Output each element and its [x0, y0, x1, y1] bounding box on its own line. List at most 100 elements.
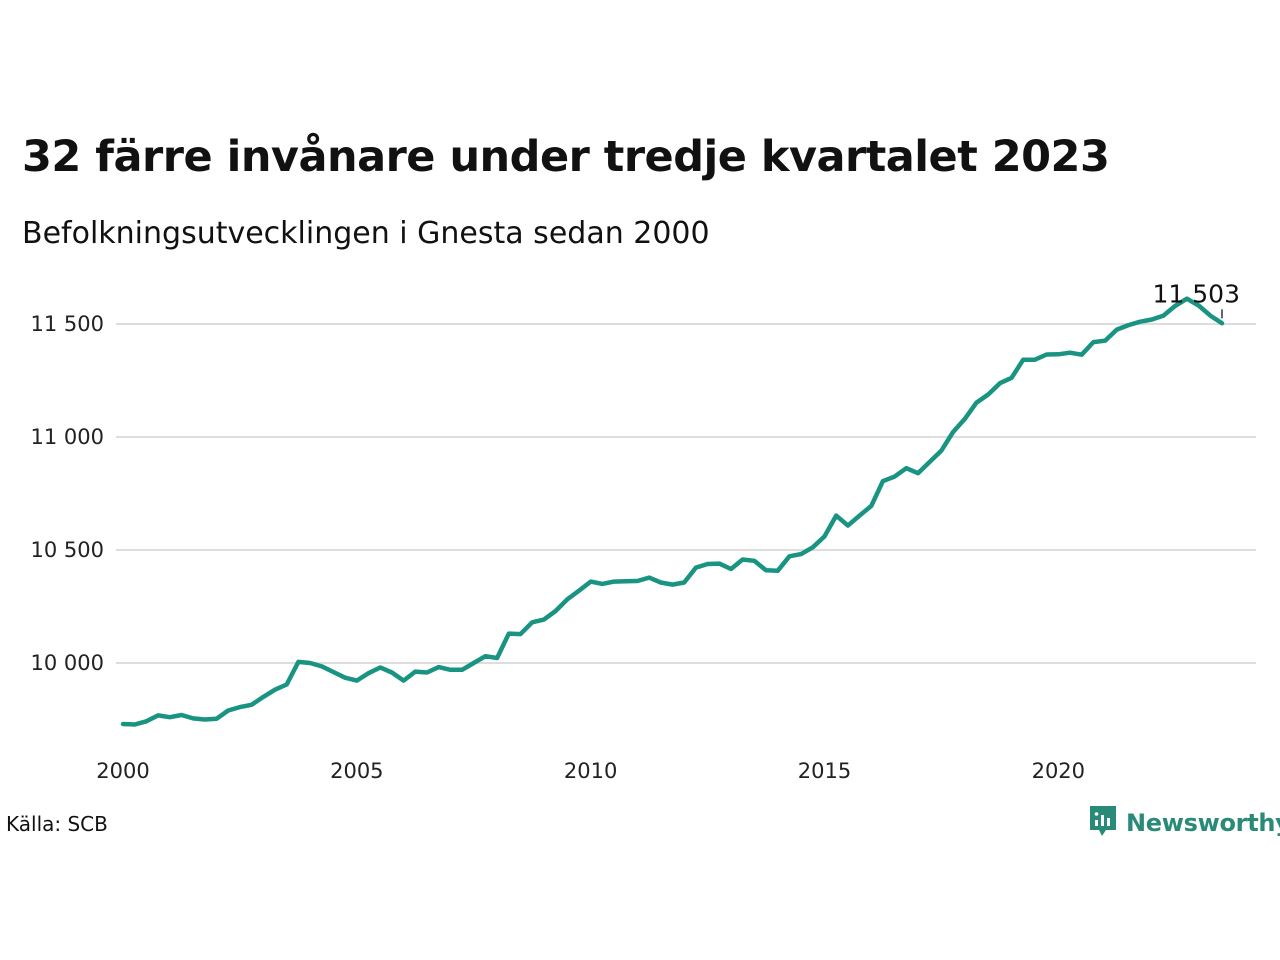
data-point — [869, 504, 873, 508]
y-tick-label: 11 500 — [31, 312, 104, 336]
data-point — [331, 670, 335, 674]
data-point — [507, 631, 511, 635]
data-point — [799, 552, 803, 556]
data-point — [1080, 353, 1084, 357]
data-point — [133, 722, 137, 726]
newsworthy-logo[interactable]: Newsworthy — [1088, 804, 1280, 842]
data-point — [226, 708, 230, 712]
data-point — [437, 665, 441, 669]
data-point — [729, 567, 733, 571]
chart-subtitle: Befolkningsutvecklingen i Gnesta sedan 2… — [22, 216, 710, 251]
data-point — [390, 670, 394, 674]
data-point — [460, 668, 464, 672]
data-point — [366, 671, 370, 675]
data-point — [694, 565, 698, 569]
data-point — [928, 460, 932, 464]
x-tick-label: 2000 — [96, 759, 149, 783]
data-point — [916, 471, 920, 475]
x-tick-label: 2010 — [564, 759, 617, 783]
data-point — [179, 713, 183, 717]
data-point — [764, 568, 768, 572]
data-point — [355, 678, 359, 682]
data-point — [121, 722, 125, 726]
data-point — [974, 400, 978, 404]
data-point — [203, 717, 207, 721]
data-point — [285, 682, 289, 686]
data-point — [740, 557, 744, 561]
data-point — [273, 688, 277, 692]
data-point — [448, 668, 452, 672]
data-point — [892, 474, 896, 478]
newsworthy-logo-text: Newsworthy — [1126, 809, 1280, 837]
data-point — [822, 534, 826, 538]
data-point — [1115, 327, 1119, 331]
data-point — [320, 664, 324, 668]
data-point — [939, 448, 943, 452]
data-point — [168, 715, 172, 719]
data-point — [776, 569, 780, 573]
data-point — [787, 554, 791, 558]
data-point — [589, 579, 593, 583]
data-point — [1208, 313, 1212, 317]
data-point — [717, 561, 721, 565]
x-tick-label: 2015 — [798, 759, 851, 783]
series-line — [120, 296, 1225, 727]
data-point — [624, 579, 628, 583]
data-point — [296, 660, 300, 664]
data-point — [144, 719, 148, 723]
data-point — [998, 381, 1002, 385]
data-point — [401, 678, 405, 682]
data-point — [1103, 339, 1107, 343]
end-value-label: 11 503 — [1153, 279, 1240, 308]
data-point — [834, 513, 838, 517]
data-point — [963, 417, 967, 421]
data-point — [308, 661, 312, 665]
data-point — [986, 392, 990, 396]
data-point — [472, 661, 476, 665]
data-point — [659, 580, 663, 584]
data-point — [612, 579, 616, 583]
data-point — [904, 466, 908, 470]
data-point — [214, 717, 218, 721]
data-point — [600, 582, 604, 586]
data-point — [647, 575, 651, 579]
data-point — [811, 545, 815, 549]
data-point — [1138, 320, 1142, 324]
data-point — [542, 617, 546, 621]
y-tick-label: 11 000 — [31, 425, 104, 449]
data-point — [518, 632, 522, 636]
chart-title: 32 färre invånare under tredje kvartalet… — [22, 132, 1110, 182]
data-point — [1056, 352, 1060, 356]
end-annotation: 11 503 — [1153, 279, 1240, 319]
data-point — [1126, 323, 1130, 327]
data-point — [191, 716, 195, 720]
data-point — [635, 579, 639, 583]
y-tick-label: 10 500 — [31, 538, 104, 562]
data-point — [238, 705, 242, 709]
data-point — [156, 713, 160, 717]
x-tick-label: 2020 — [1032, 759, 1085, 783]
y-axis-tick-labels: 10 000 10 500 11 000 11 500 — [31, 312, 104, 675]
data-point — [343, 676, 347, 680]
data-point — [1161, 313, 1165, 317]
data-point — [577, 589, 581, 593]
data-point — [413, 669, 417, 673]
data-point — [705, 562, 709, 566]
y-tick-label: 10 000 — [31, 651, 104, 675]
series-layer — [120, 296, 1225, 727]
data-point — [951, 430, 955, 434]
data-point — [1068, 351, 1072, 355]
data-point — [1150, 317, 1154, 321]
data-point — [1044, 352, 1048, 356]
data-point — [565, 597, 569, 601]
data-point — [846, 523, 850, 527]
newsworthy-logo-icon — [1088, 804, 1118, 842]
data-point — [249, 703, 253, 707]
source-label: Källa: SCB — [6, 812, 108, 836]
data-point — [378, 665, 382, 669]
x-axis-tick-labels: 2000 2005 2010 2015 2020 — [96, 759, 1085, 783]
data-point — [1033, 358, 1037, 362]
data-point — [1091, 340, 1095, 344]
data-point — [881, 479, 885, 483]
